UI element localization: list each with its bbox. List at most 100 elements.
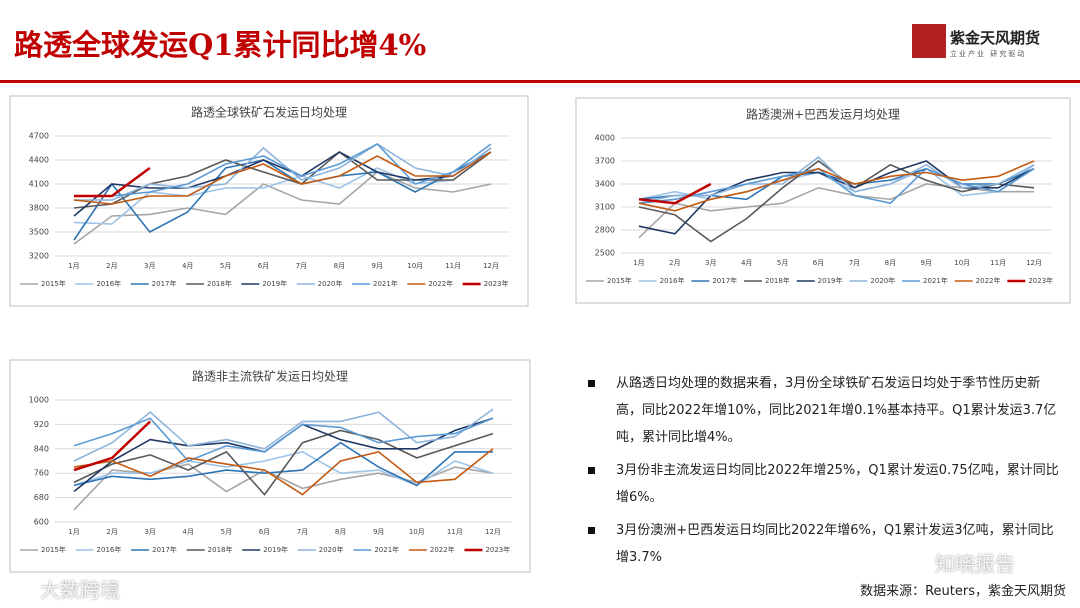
legend-label: 2021年: [373, 279, 398, 288]
y-tick-label: 3700: [595, 157, 615, 166]
series-line: [74, 143, 492, 201]
chart-title: 路透澳洲+巴西发运月均处理: [746, 107, 900, 122]
x-tick-label: 7月: [297, 528, 308, 536]
title-rule: [0, 80, 1080, 83]
y-tick-label: 840: [34, 444, 49, 453]
bullet-list: 从路透日均处理的数据来看，3月份全球铁矿石发运日均处于季节性历史新高，同比202…: [588, 370, 1066, 577]
legend-label: 2018年: [765, 276, 790, 285]
legend-label: 2019年: [263, 545, 288, 554]
x-tick-label: 8月: [885, 259, 896, 267]
series-line: [73, 151, 492, 205]
x-tick-label: 7月: [296, 262, 307, 270]
x-tick-label: 10月: [407, 262, 423, 270]
legend-label: 2021年: [374, 545, 399, 554]
series-line: [638, 156, 1035, 204]
x-tick-label: 8月: [335, 528, 346, 536]
legend-label: 2019年: [262, 279, 287, 288]
legend-label: 2023年: [485, 545, 510, 554]
x-tick-label: 4月: [183, 528, 194, 536]
x-tick-label: 5月: [221, 528, 232, 536]
x-tick-label: 11月: [990, 259, 1006, 267]
x-tick-label: 11月: [447, 528, 463, 536]
x-tick-label: 9月: [372, 262, 383, 270]
series-line: [73, 420, 152, 472]
source-note: 数据来源：Reuters，紫金天风期货: [860, 584, 1066, 599]
x-tick-label: 6月: [258, 262, 269, 270]
legend-label: 2018年: [207, 279, 232, 288]
x-tick-label: 12月: [483, 262, 499, 270]
x-tick-label: 8月: [334, 262, 345, 270]
x-tick-label: 4月: [741, 259, 752, 267]
x-tick-label: 3月: [705, 259, 716, 267]
y-tick-label: 3200: [29, 252, 49, 261]
bullet: 3月份非主流发运日均同比2022年增25%，Q1累计发运0.75亿吨，累计同比增…: [588, 457, 1066, 511]
x-tick-label: 2月: [106, 528, 117, 536]
legend-label: 2022年: [976, 276, 1001, 285]
legend-label: 2016年: [660, 276, 685, 285]
x-tick-label: 6月: [259, 528, 270, 536]
legend-label: 2022年: [430, 545, 455, 554]
watermark: 知晓报告: [935, 552, 1015, 576]
x-tick-label: 5月: [777, 259, 788, 267]
series-line: [73, 448, 494, 496]
legend-label: 2017年: [152, 545, 177, 554]
legend-label: 2023年: [1028, 276, 1053, 285]
series-line: [74, 143, 492, 197]
x-tick-label: 12月: [485, 528, 501, 536]
logo-subtitle: 立业产业 研究驱动: [950, 50, 1027, 58]
series-line: [638, 160, 1035, 212]
bullet: 3月份澳洲+巴西发运日均同比2022年增6%，Q1累计发运3亿吨，累计同比增3.…: [588, 517, 1066, 571]
y-tick-label: 3500: [29, 228, 49, 237]
legend-label: 2015年: [41, 545, 66, 554]
y-tick-label: 3100: [595, 203, 615, 212]
legend-label: 2016年: [97, 545, 122, 554]
y-tick-label: 600: [34, 518, 49, 527]
chart-title: 路透非主流铁矿发运日均处理: [192, 369, 348, 384]
y-tick-label: 4700: [29, 132, 49, 141]
x-tick-label: 3月: [144, 528, 155, 536]
series-line: [73, 417, 494, 462]
legend-label: 2017年: [152, 279, 177, 288]
y-tick-label: 4000: [595, 134, 615, 143]
chart-frame: [9, 95, 529, 307]
series-line: [638, 167, 1035, 205]
y-tick-label: 680: [34, 493, 49, 502]
y-tick-label: 760: [34, 469, 49, 478]
x-tick-label: 4月: [182, 262, 193, 270]
x-tick-label: 2月: [669, 259, 680, 267]
x-tick-label: 11月: [445, 262, 461, 270]
logo-text: 紫金天风期货: [950, 29, 1041, 47]
legend-label: 2021年: [923, 276, 948, 285]
legend-label: 2023年: [484, 279, 509, 288]
legend-label: 2017年: [712, 276, 737, 285]
legend-label: 2019年: [818, 276, 843, 285]
legend-label: 2020年: [318, 279, 343, 288]
y-tick-label: 2500: [595, 249, 615, 258]
x-tick-label: 12月: [1026, 259, 1042, 267]
series-line: [73, 408, 494, 462]
x-tick-label: 7月: [849, 259, 860, 267]
legend-label: 2020年: [319, 545, 344, 554]
chart-title: 路透全球铁矿石发运日均处理: [191, 105, 347, 120]
x-tick-label: 5月: [220, 262, 231, 270]
legend-label: 2015年: [607, 276, 632, 285]
y-tick-label: 2800: [595, 226, 615, 235]
y-tick-label: 3800: [29, 204, 49, 213]
legend-label: 2020年: [870, 276, 895, 285]
chart-frame: [9, 359, 531, 573]
y-tick-label: 920: [34, 420, 49, 429]
x-tick-label: 2月: [106, 262, 117, 270]
x-tick-label: 10月: [954, 259, 970, 267]
legend-label: 2022年: [428, 279, 453, 288]
series-line: [74, 166, 151, 198]
x-tick-label: 1月: [68, 262, 79, 270]
logo-mark: [912, 24, 946, 58]
bullet: 从路透日均处理的数据来看，3月份全球铁矿石发运日均处于季节性历史新高，同比202…: [588, 370, 1066, 451]
slide-title: 路透全球发运Q1累计同比增4%: [14, 28, 427, 62]
x-tick-label: 1月: [633, 259, 644, 267]
y-tick-label: 1000: [29, 396, 49, 405]
legend-label: 2018年: [208, 545, 233, 554]
x-tick-label: 6月: [813, 259, 824, 267]
x-tick-label: 10月: [409, 528, 425, 536]
